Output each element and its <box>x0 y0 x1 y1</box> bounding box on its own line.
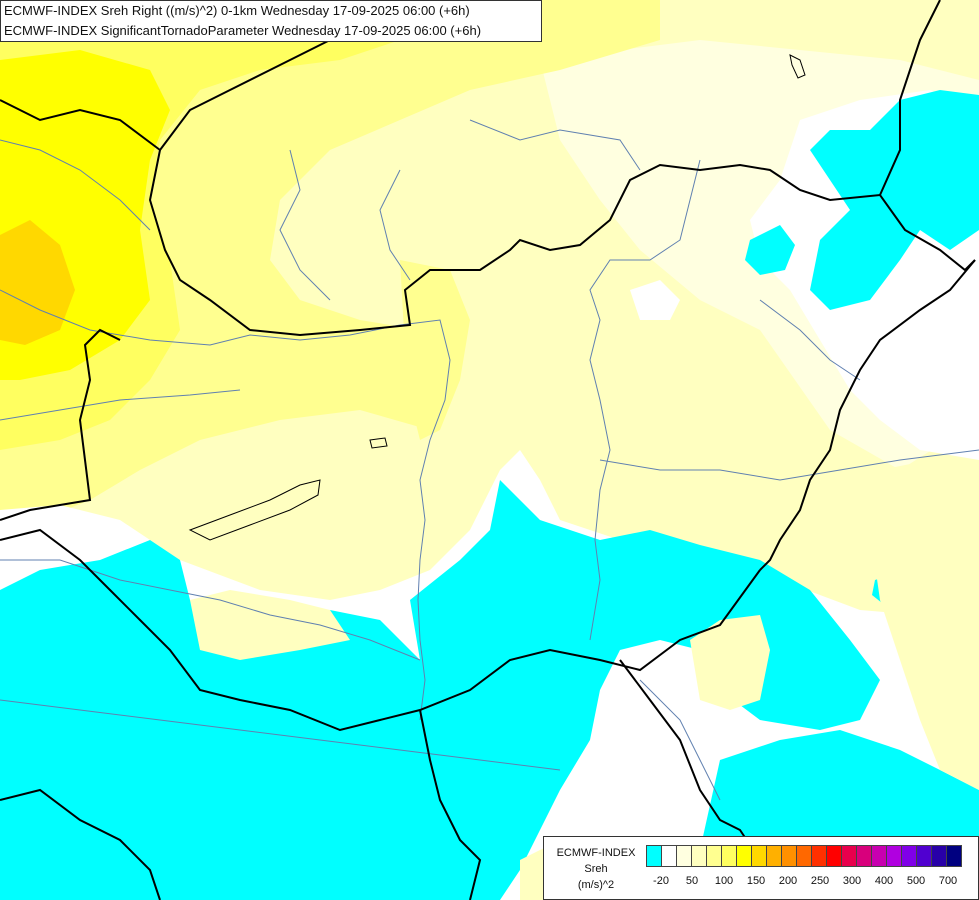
field-orange <box>0 220 75 345</box>
lakes <box>188 54 806 541</box>
field-cyan-southwest <box>0 480 880 900</box>
map-title-box: ECMWF-INDEX Sreh Right ((m/s)^2) 0-1km W… <box>0 0 542 42</box>
river-north-1 <box>279 149 331 301</box>
rivers <box>0 119 979 801</box>
legend-swatches <box>646 845 962 867</box>
river-west-1 <box>0 389 241 421</box>
legend-swatch-4 <box>706 845 722 867</box>
border-north <box>0 99 976 337</box>
legend-swatch-8 <box>766 845 782 867</box>
field-cyan-east-2 <box>940 155 960 195</box>
legend-swatch-7 <box>751 845 767 867</box>
field-white-pocket <box>630 280 680 320</box>
legend-tick-label: 50 <box>685 875 699 887</box>
legend-tick-label: 300 <box>842 875 862 887</box>
legend-swatch-1 <box>661 845 677 867</box>
border-east <box>759 259 976 571</box>
field-pale-island-1 <box>690 615 770 710</box>
river-north-3 <box>469 119 641 171</box>
legend-swatch-17 <box>901 845 917 867</box>
field-light-central <box>400 260 470 440</box>
river-south-1 <box>639 679 721 801</box>
legend-swatch-19 <box>931 845 947 867</box>
map-title-line-2: ECMWF-INDEX SignificantTornadoParameter … <box>4 23 482 38</box>
legend-title: ECMWF-INDEX Sreh (m/s)^2 <box>546 845 646 893</box>
legend-swatch-15 <box>871 845 887 867</box>
legend-swatch-0 <box>646 845 662 867</box>
lake-small-2 <box>789 54 806 79</box>
legend-swatch-14 <box>856 845 872 867</box>
border-south <box>0 528 761 732</box>
map-title-line-1: ECMWF-INDEX Sreh Right ((m/s)^2) 0-1km W… <box>4 3 470 18</box>
legend-swatch-9 <box>781 845 797 867</box>
field-cyan-blob <box>745 225 795 275</box>
river-drava <box>0 559 421 661</box>
border-southeast <box>619 659 761 861</box>
legend-swatch-3 <box>691 845 707 867</box>
legend-tick-label: -20 <box>653 875 669 887</box>
lake-small-1 <box>369 437 388 449</box>
legend-swatch-12 <box>826 845 842 867</box>
legend-swatch-20 <box>946 845 962 867</box>
legend-tick-label: 150 <box>746 875 766 887</box>
field-pale-island-2 <box>190 590 350 660</box>
river-north-2 <box>379 169 411 281</box>
border-south-2 <box>419 709 482 900</box>
legend-title-line-2: Sreh <box>584 863 608 875</box>
legend-swatch-11 <box>811 845 827 867</box>
legend-tick-label: 100 <box>714 875 734 887</box>
legend-ticks: -20 50 100 150 200 250 300 400 500 700 <box>646 875 976 891</box>
river-east-1 <box>759 299 861 381</box>
legend-title-line-3: (m/s)^2 <box>577 879 615 891</box>
lake-balaton <box>188 479 321 541</box>
legend-swatch-6 <box>736 845 752 867</box>
legend-swatch-16 <box>886 845 902 867</box>
border-east-top <box>879 0 941 196</box>
legend-swatch-10 <box>796 845 812 867</box>
legend-swatch-5 <box>721 845 737 867</box>
legend-tick-label: 250 <box>810 875 830 887</box>
legend-title-line-1: ECMWF-INDEX <box>556 847 636 859</box>
river-sava <box>0 699 561 771</box>
border-slovenia <box>0 328 121 521</box>
legend-swatch-13 <box>841 845 857 867</box>
river-west-2 <box>0 139 151 231</box>
river-tisza <box>589 159 701 641</box>
legend-tick-label: 400 <box>874 875 894 887</box>
river-mures <box>599 449 979 481</box>
legend-tick-label: 700 <box>938 875 958 887</box>
color-legend: ECMWF-INDEX Sreh (m/s)^2 -20 50 100 150 200 2… <box>543 836 979 900</box>
legend-swatch-2 <box>676 845 692 867</box>
legend-tick-label: 200 <box>778 875 798 887</box>
field-cyan-northeast <box>810 90 979 310</box>
border-southwest <box>0 788 161 900</box>
legend-tick-label: 500 <box>906 875 926 887</box>
field-pale-east-strip <box>870 460 979 790</box>
river-danube <box>0 289 451 721</box>
legend-swatch-18 <box>916 845 932 867</box>
